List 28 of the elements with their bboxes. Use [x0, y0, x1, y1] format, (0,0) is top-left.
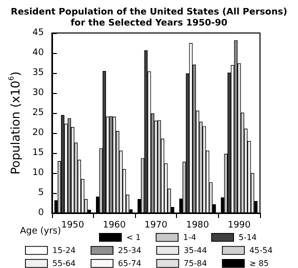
- legend-label: 65-74: [118, 258, 142, 268]
- legend-label: 25-34: [118, 246, 142, 255]
- y-tick-label: 10: [32, 168, 44, 178]
- legend-title: Age (yrs): [20, 226, 62, 236]
- legend-label: 15-24: [52, 246, 76, 255]
- x-tick-label: 1950: [61, 220, 84, 230]
- y-tick-label: 40: [32, 48, 44, 58]
- y-tick-label: 25: [32, 108, 44, 118]
- legend-label: 75-84: [184, 258, 207, 268]
- chart-title: Resident Population of the United States (All Persons) for the Selected Years 1950-90: [10, 8, 288, 28]
- x-tick-label: 1990: [228, 220, 251, 230]
- x-tick-label: 1970: [144, 220, 168, 230]
- legend-label: 1-4: [183, 232, 196, 242]
- y-tick-label: 15: [32, 148, 44, 158]
- legend-label: 55-64: [52, 258, 76, 268]
- legend-label: ≥ 85: [249, 258, 269, 268]
- y-tick-label: 20: [32, 128, 44, 138]
- x-tick-label: 1980: [186, 220, 210, 230]
- legend-label: 5-14: [238, 232, 257, 242]
- x-tick-label: 1960: [102, 220, 126, 230]
- y-tick-label: 30: [32, 88, 44, 98]
- legend-label: 45-54: [249, 246, 273, 255]
- legend-label: < 1: [126, 232, 141, 242]
- y-tick-label: 0: [38, 208, 44, 218]
- legend-label: 35-44: [184, 246, 207, 255]
- y-tick-label: 45: [32, 28, 44, 38]
- y-tick-label: 5: [38, 188, 44, 198]
- y-tick-label: 35: [32, 68, 44, 78]
